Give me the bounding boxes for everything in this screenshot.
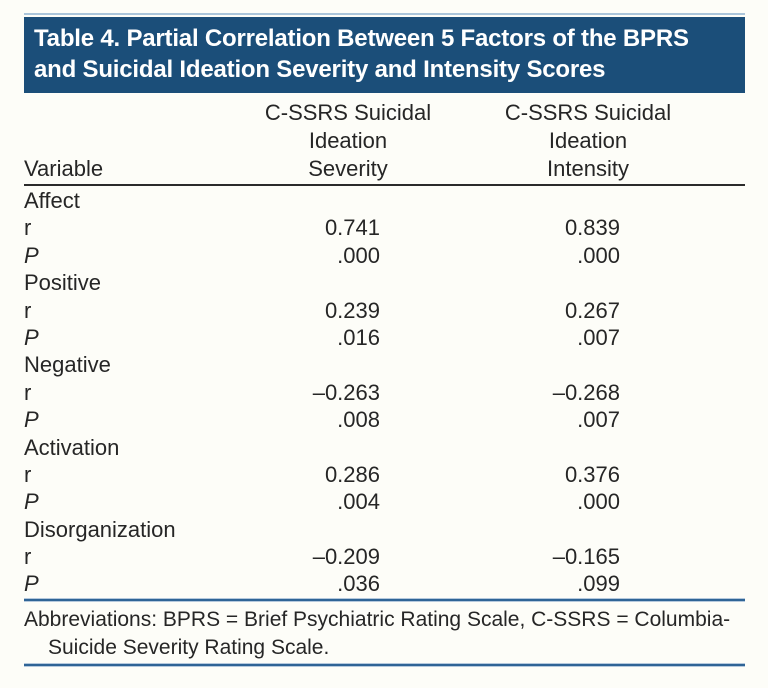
value-severity: .004 — [337, 489, 380, 515]
value-intensity — [456, 516, 720, 543]
table-row-p: P .036 .099 — [24, 570, 745, 597]
row-stat-label: r — [24, 215, 32, 241]
table-row-p: P .016 .007 — [24, 324, 745, 351]
table-row-group: Activation — [24, 434, 745, 461]
value-intensity: .099 — [577, 571, 620, 597]
value-intensity — [456, 187, 720, 214]
row-group-label: Activation — [24, 434, 120, 460]
column-header-severity-line2: Ideation — [308, 128, 388, 153]
value-intensity: .000 — [577, 489, 620, 515]
table-row-r: r 0.239 0.267 — [24, 297, 745, 324]
column-header-severity-line1: C-SSRS Suicidal — [264, 100, 432, 125]
value-severity — [240, 516, 456, 543]
value-intensity: .007 — [577, 407, 620, 433]
value-severity: .000 — [337, 242, 380, 268]
row-stat-label: P — [24, 324, 39, 350]
value-severity: .036 — [337, 571, 380, 597]
footer-rule-top — [24, 599, 745, 601]
row-spacer — [720, 242, 745, 269]
row-stat-label: r — [24, 544, 32, 570]
row-stat-label: r — [24, 461, 32, 487]
footnote: Abbreviations: BPRS = Brief Psychiatric … — [24, 606, 745, 662]
value-severity — [240, 269, 456, 296]
column-header-severity-line3: Severity — [308, 156, 388, 181]
row-spacer — [720, 543, 745, 570]
table-body: Affect r 0.741 0.839 P .000.000 Positive r 0.239… — [24, 187, 745, 598]
value-intensity: .007 — [577, 324, 620, 350]
row-group-label: Affect — [24, 188, 80, 213]
row-stat-label: P — [24, 571, 39, 597]
table-row-r: r 0.741 0.839 — [24, 214, 745, 241]
table-row-group: Negative — [24, 351, 745, 378]
table-title-line2: and Suicidal Ideation Severity and Inten… — [34, 56, 606, 83]
row-group-label: Positive — [24, 270, 102, 296]
value-severity — [240, 434, 456, 461]
row-stat-label: r — [24, 379, 32, 405]
value-severity: .008 — [337, 407, 380, 433]
row-spacer — [720, 461, 745, 488]
value-intensity: –0.268 — [552, 379, 620, 405]
table-row-p: P .008 .007 — [24, 406, 745, 433]
column-header-severity: C-SSRS Suicidal Ideation Severity — [240, 99, 456, 183]
value-intensity — [456, 269, 720, 296]
table-row-r: r –0.263 –0.268 — [24, 379, 745, 406]
footer-rule-bottom — [24, 664, 745, 666]
row-spacer — [720, 570, 745, 597]
column-header-intensity-line2: Ideation — [548, 128, 628, 153]
table-header-row: Variable C-SSRS Suicidal Ideation Severi… — [24, 99, 745, 183]
table-row-group: Affect — [24, 187, 745, 214]
value-severity: 0.239 — [324, 297, 380, 323]
header-rule — [24, 184, 745, 186]
column-header-variable: Variable — [24, 156, 104, 181]
column-header-intensity-line3: Intensity — [547, 156, 629, 181]
column-header-intensity-line1: C-SSRS Suicidal — [504, 100, 672, 125]
row-group-label: Negative — [24, 352, 111, 378]
value-severity: 0.741 — [324, 215, 380, 241]
value-severity: 0.286 — [324, 461, 380, 487]
value-severity: .016 — [337, 324, 380, 350]
table-row-r: r 0.286 0.376 — [24, 461, 745, 488]
row-spacer — [720, 214, 745, 241]
value-severity — [240, 351, 456, 378]
value-intensity: .000 — [577, 242, 620, 268]
table-title-line1: Table 4. Partial Correlation Between 5 F… — [34, 25, 689, 52]
row-spacer — [720, 516, 745, 543]
column-header-intensity: C-SSRS Suicidal Ideation Intensity — [456, 99, 720, 183]
table-row-p: P .000 .000 — [24, 242, 745, 269]
value-severity: –0.209 — [312, 544, 380, 570]
table-row-r: r –0.209 –0.165 — [24, 543, 745, 570]
value-intensity: 0.839 — [564, 215, 620, 241]
value-intensity: 0.376 — [564, 461, 620, 487]
footnote-line1: Abbreviations: BPRS = Brief Psychiatric … — [24, 608, 731, 631]
row-spacer — [720, 379, 745, 406]
row-stat-label: P — [24, 489, 39, 515]
row-group-label: Disorganization — [24, 516, 176, 542]
value-severity — [240, 187, 456, 214]
table-row-p: P .004 .000 — [24, 488, 745, 515]
row-spacer — [720, 324, 745, 351]
row-spacer — [720, 488, 745, 515]
footnote-line2: Suicide Severity Rating Scale. — [48, 636, 330, 659]
value-intensity — [456, 351, 720, 378]
row-stat-label: P — [24, 407, 39, 433]
table-title-banner: Table 4. Partial Correlation Between 5 F… — [24, 17, 745, 93]
value-intensity: –0.165 — [552, 544, 620, 570]
row-stat-label: r — [24, 297, 32, 323]
column-header-spacer — [720, 99, 745, 183]
row-spacer — [720, 406, 745, 433]
value-intensity — [456, 434, 720, 461]
row-spacer — [720, 187, 745, 214]
table-row-group: Positive — [24, 269, 745, 296]
row-spacer — [720, 297, 745, 324]
row-spacer — [720, 434, 745, 461]
row-stat-label: P — [24, 242, 39, 268]
row-spacer — [720, 269, 745, 296]
value-intensity: 0.267 — [564, 297, 620, 323]
row-spacer — [720, 351, 745, 378]
top-rule — [24, 13, 745, 15]
value-severity: –0.263 — [312, 379, 380, 405]
table-row-group: Disorganization — [24, 516, 745, 543]
